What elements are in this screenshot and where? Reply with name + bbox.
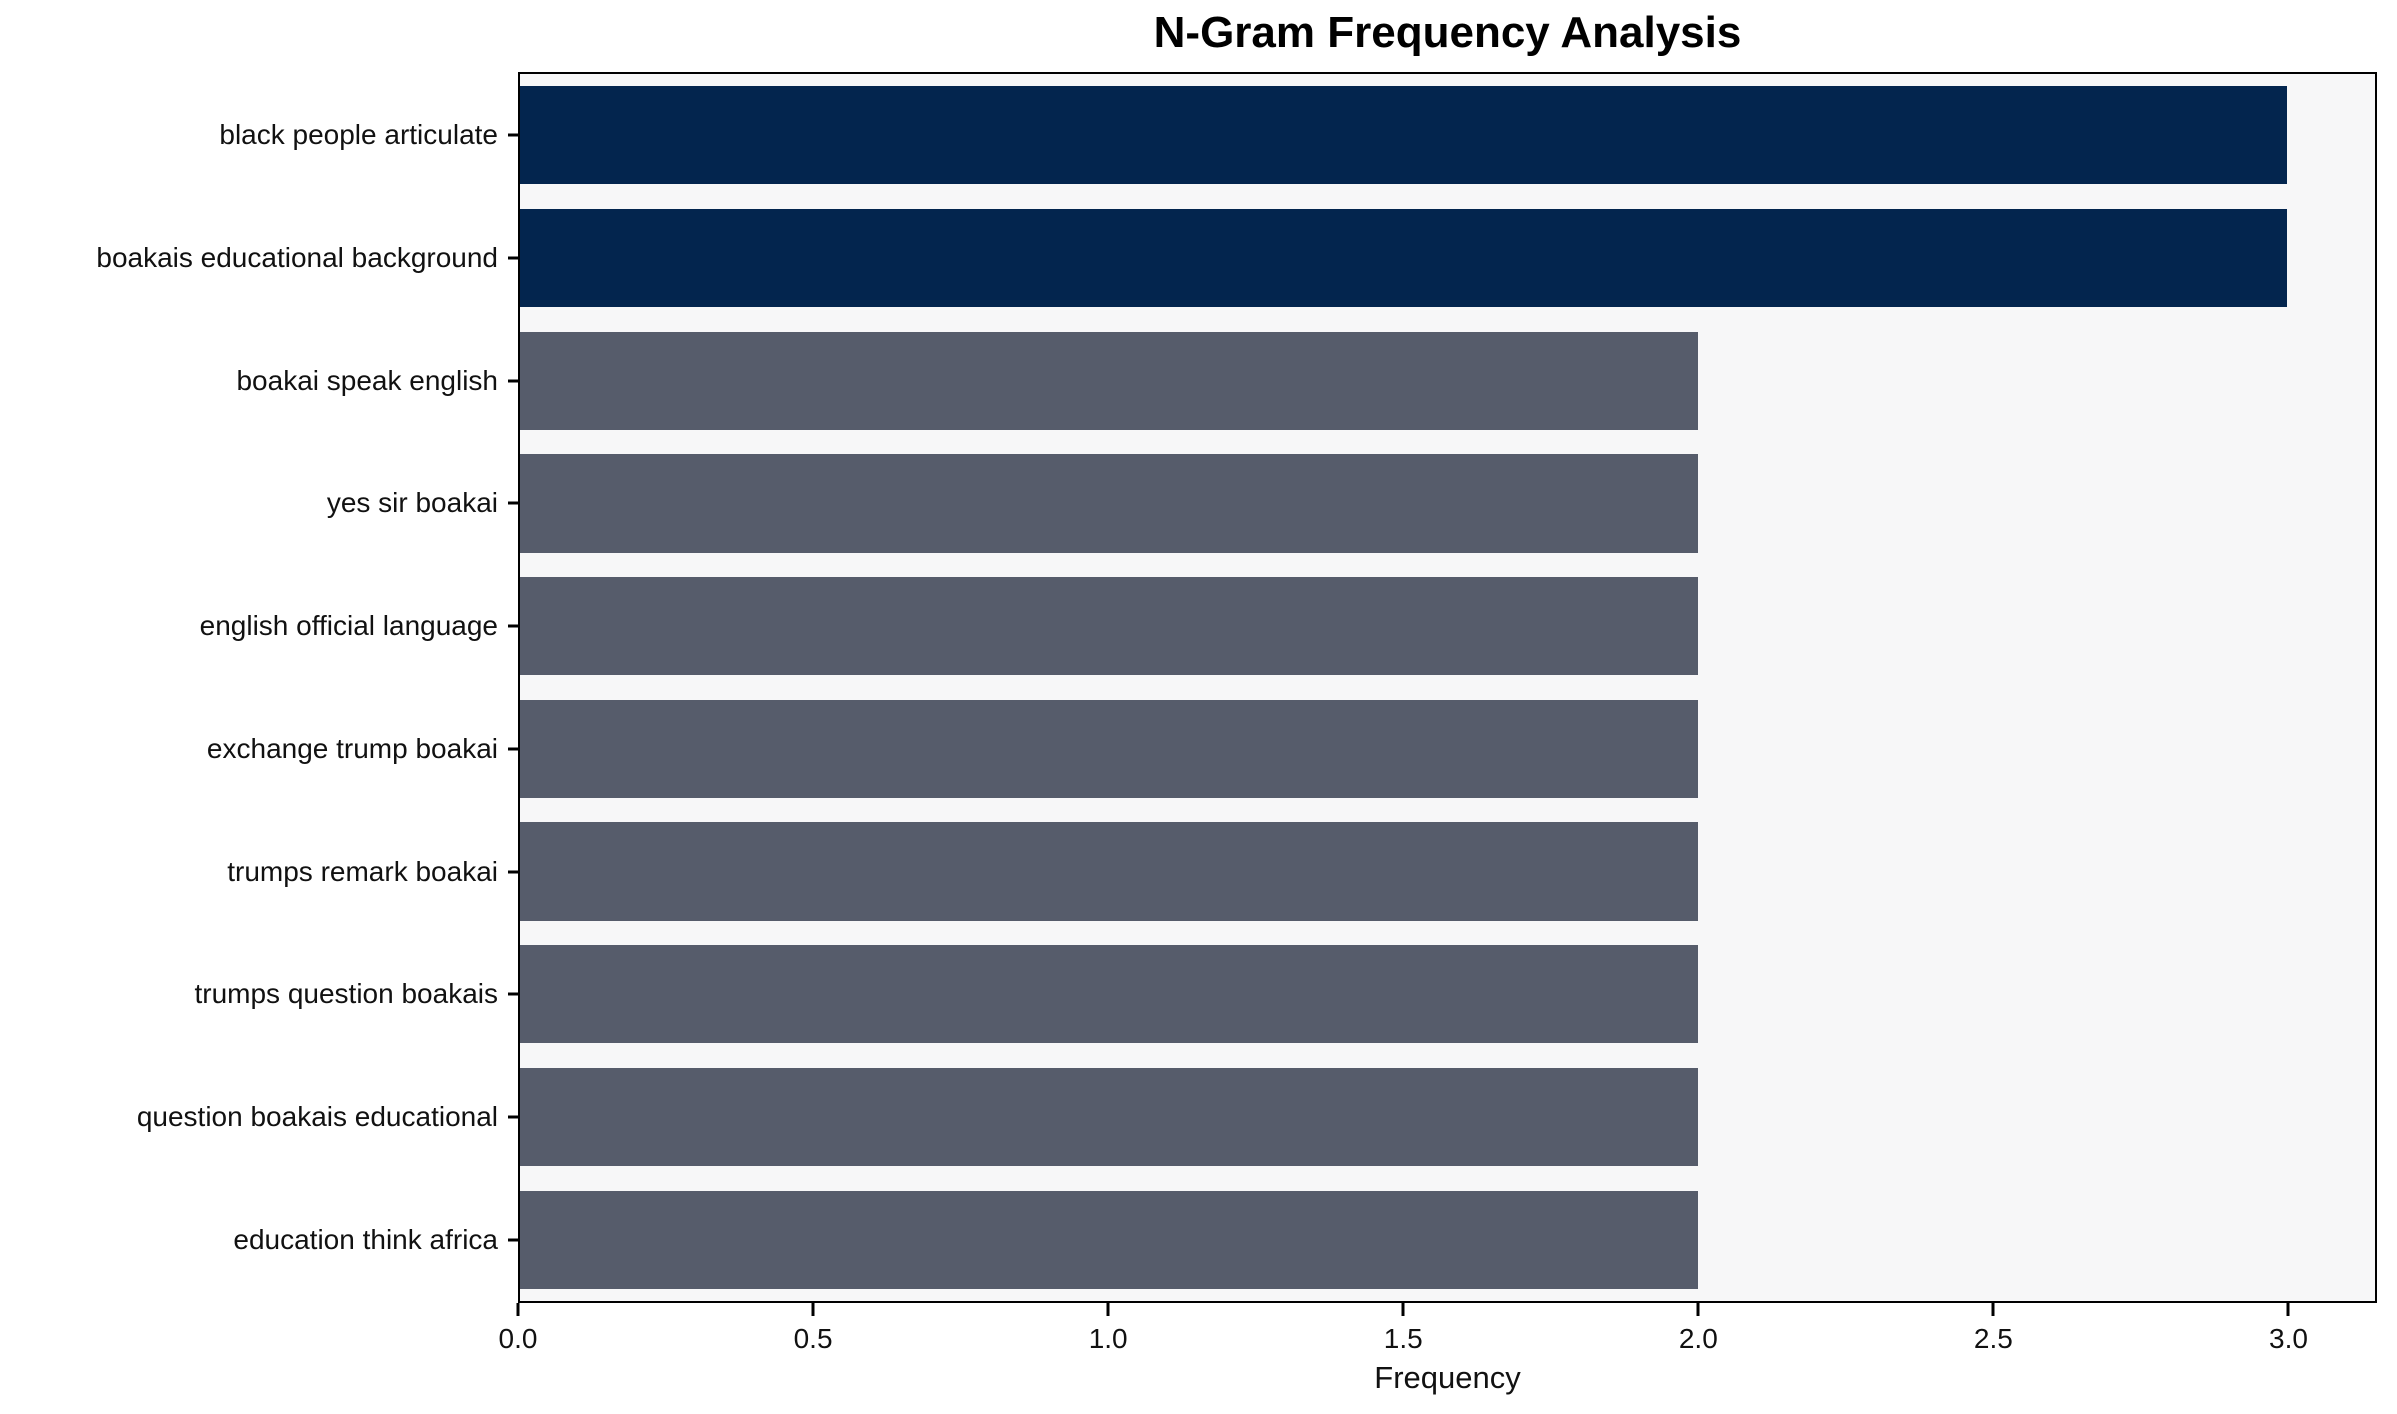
bar <box>520 331 1698 430</box>
x-tick-label: 1.0 <box>1088 1323 1128 1354</box>
y-tick <box>508 747 520 751</box>
bar <box>520 1190 1698 1289</box>
plot-rows: black people articulate boakais education… <box>96 74 2375 1301</box>
bar-label: english official language <box>199 610 498 642</box>
y-tick <box>508 133 520 137</box>
bar-label: black people articulate <box>219 119 498 151</box>
x-tick-label: 0.5 <box>793 1323 833 1354</box>
x-axis: 0.0 0.5 1.0 1.5 2.0 2.5 3.0 <box>499 1303 2377 1383</box>
bar-label: boakais educational background <box>96 242 498 274</box>
bar-label: education think africa <box>233 1223 498 1255</box>
bar-row: trumps question boakais <box>194 933 2375 1056</box>
x-tick-label: 3.0 <box>2269 1323 2308 1354</box>
chart-title: N-Gram Frequency Analysis <box>1153 8 1742 57</box>
bar-row: trumps remark boakai <box>227 810 2375 933</box>
bar-label: exchange trump boakai <box>206 732 498 764</box>
x-tick <box>2286 1303 2290 1316</box>
bar-label: boakai speak english <box>236 364 498 396</box>
x-tick <box>516 1303 520 1316</box>
y-tick <box>508 624 520 628</box>
x-tick <box>1401 1303 1405 1316</box>
bar <box>520 454 1698 553</box>
x-axis-label: Frequency <box>1374 1360 1521 1395</box>
bar-row: english official language <box>200 565 2375 688</box>
bar <box>520 945 1698 1044</box>
bar-row: yes sir boakai <box>327 442 2375 565</box>
plot-area: black people articulate boakais education… <box>96 72 2377 1303</box>
y-tick <box>508 1115 520 1119</box>
x-tick <box>811 1303 815 1316</box>
x-tick-label: 2.5 <box>1973 1323 2013 1354</box>
bar-label: trumps question boakais <box>194 978 498 1010</box>
bar <box>520 577 1698 676</box>
y-tick <box>508 379 520 383</box>
bar <box>520 699 1698 798</box>
x-tick <box>1991 1303 1995 1316</box>
y-tick <box>508 501 520 505</box>
y-tick <box>508 256 520 260</box>
bar-row: exchange trump boakai <box>207 688 2375 811</box>
bar-row: boakais educational background <box>96 197 2375 320</box>
bar-label: trumps remark boakai <box>227 855 498 887</box>
bar <box>520 822 1698 921</box>
x-tick <box>1106 1303 1110 1316</box>
y-tick <box>508 1238 520 1242</box>
bar-row: black people articulate <box>219 74 2375 197</box>
bar-label: question boakais educational <box>136 1100 498 1132</box>
y-tick <box>508 992 520 996</box>
x-tick-label: 0.0 <box>498 1323 538 1354</box>
bar-row: question boakais educational <box>137 1056 2375 1179</box>
bar-row: education think africa <box>233 1178 2375 1301</box>
x-tick-label: 2.0 <box>1678 1323 1718 1354</box>
bar <box>520 86 2287 185</box>
bar-row: boakai speak english <box>236 319 2375 442</box>
x-tick <box>1696 1303 1700 1316</box>
bar <box>520 1067 1698 1167</box>
x-tick-label: 1.5 <box>1383 1323 1423 1354</box>
bar <box>520 208 2287 308</box>
bar-label: yes sir boakai <box>326 487 498 519</box>
y-tick <box>508 870 520 874</box>
